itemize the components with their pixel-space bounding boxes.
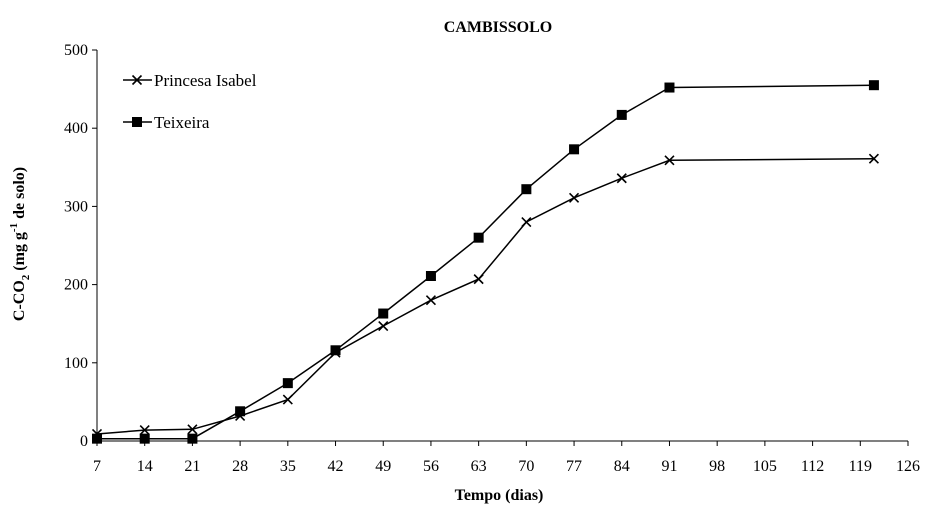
data-point-teixeira [235, 406, 246, 417]
data-point-princesa-isabel [425, 295, 437, 306]
series-line-princesa-isabel [96, 157, 874, 435]
x-tick-label: 28 [232, 458, 248, 475]
x-tick-label: 35 [280, 458, 296, 475]
series-line-teixeira [97, 84, 874, 440]
x-tick-label: 77 [566, 458, 582, 475]
data-point-teixeira [664, 82, 675, 93]
legend-item-teixeira: Teixeira [123, 113, 210, 132]
data-point-princesa-isabel [868, 153, 879, 164]
data-point-princesa-isabel [664, 155, 675, 166]
y-tick-label: 100 [64, 355, 88, 372]
data-point-teixeira [187, 433, 198, 444]
legend-marker-teixeira [132, 117, 142, 127]
data-point-princesa-isabel [139, 424, 150, 436]
y-tick-label: 300 [64, 198, 88, 215]
data-point-teixeira [378, 308, 389, 319]
data-point-teixeira [868, 80, 879, 91]
data-point-teixeira [92, 433, 102, 444]
data-point-princesa-isabel [616, 173, 627, 184]
data-point-princesa-isabel [568, 192, 580, 203]
legend-label-teixeira: Teixeira [154, 113, 210, 132]
y-tick-label: 500 [64, 42, 88, 59]
data-point-teixeira [473, 232, 484, 243]
x-ticks: 7 14 21 28 35 42 49 56 63 70 77 84 91 98 105 112 119 126 [93, 441, 920, 475]
data-point-teixeira [425, 270, 436, 281]
data-point-teixeira [139, 433, 150, 444]
y-tick-label: 400 [64, 120, 88, 137]
legend-marker-princesa-isabel [131, 74, 143, 86]
y-axis-label: C-CO2 (mg g-1 de solo) [8, 167, 32, 321]
x-tick-label: 14 [137, 458, 153, 475]
data-point-princesa-isabel [187, 424, 198, 435]
x-tick-label: 126 [896, 458, 920, 475]
chart-title: CAMBISSOLO [444, 19, 552, 36]
x-tick-label: 70 [518, 458, 534, 475]
y-tick-label: 0 [80, 433, 88, 450]
data-point-teixeira [569, 144, 580, 155]
data-point-teixeira [282, 378, 293, 389]
y-tick-label: 200 [64, 277, 88, 294]
x-tick-label: 49 [375, 458, 391, 475]
y-ticks: 0 100 200 300 400 500 [64, 42, 97, 450]
x-tick-label: 98 [709, 458, 725, 475]
data-point-princesa-isabel [521, 216, 532, 228]
x-tick-label: 42 [328, 458, 344, 475]
x-tick-label: 119 [849, 458, 872, 475]
x-tick-label: 7 [93, 458, 101, 475]
data-point-princesa-isabel [282, 394, 293, 405]
x-tick-label: 56 [423, 458, 439, 475]
series-layer [91, 80, 879, 444]
data-point-princesa-isabel [473, 274, 484, 285]
x-tick-label: 105 [753, 458, 777, 475]
x-tick-label: 63 [471, 458, 487, 475]
data-point-teixeira [521, 184, 532, 195]
data-point-teixeira [330, 345, 341, 356]
x-tick-label: 84 [614, 458, 630, 475]
data-point-princesa-isabel [378, 320, 389, 332]
x-tick-label: 112 [801, 458, 824, 475]
legend-label-princesa-isabel: Princesa Isabel [154, 71, 257, 90]
legend: Princesa Isabel Teixeira [123, 71, 257, 132]
x-tick-label: 21 [184, 458, 200, 475]
legend-item-princesa-isabel: Princesa Isabel [123, 71, 257, 90]
data-point-teixeira [616, 109, 627, 120]
x-axis-label: Tempo (dias) [455, 487, 544, 504]
x-tick-label: 91 [661, 458, 677, 475]
